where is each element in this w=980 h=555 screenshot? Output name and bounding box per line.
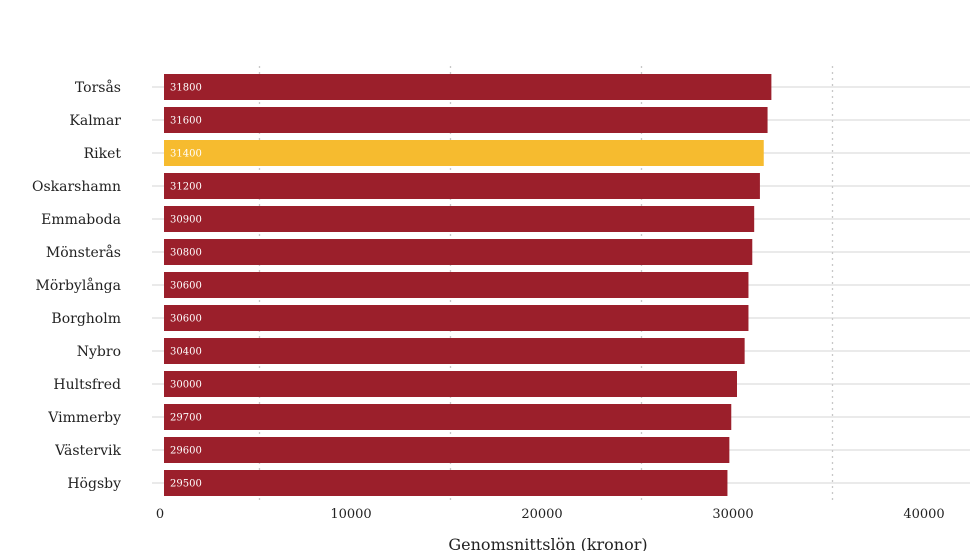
bar-value-label: 30600: [170, 314, 202, 325]
bar-value-label: 31600: [170, 116, 202, 127]
category-label: Hultsfred: [53, 377, 121, 393]
bar-v-stervik: [164, 437, 730, 463]
bar-value-label: 29700: [170, 413, 202, 424]
bar-hultsfred: [164, 371, 737, 397]
bar-nybro: [164, 338, 745, 364]
category-label: Västervik: [54, 443, 121, 459]
x-tick-labels-layer: 0 10000 20000 30000 40000: [156, 507, 945, 522]
x-tick-label: 0: [156, 507, 164, 522]
x-tick-label: 20000: [521, 507, 562, 522]
bar-vimmerby: [164, 404, 732, 430]
x-tick-label: 10000: [330, 507, 371, 522]
category-label: Oskarshamn: [32, 179, 121, 195]
category-label: Vimmerby: [47, 410, 121, 426]
bar-value-label: 30400: [170, 347, 202, 358]
data-labels-layer: 31800 31600 31400 31200 30900 30800 30600 30600…: [170, 83, 202, 490]
category-label: Kalmar: [69, 113, 121, 129]
bars-layer: [164, 74, 772, 496]
bar-m-nster-s: [164, 239, 753, 265]
category-label: Nybro: [77, 344, 121, 360]
bar-h-gsby: [164, 470, 728, 496]
category-label: Mönsterås: [46, 244, 121, 261]
bar-kalmar: [164, 107, 768, 133]
x-tick-label: 40000: [903, 507, 944, 522]
bar-value-label: 31400: [170, 149, 202, 160]
bar-m-rbyl-nga: [164, 272, 749, 298]
category-labels-layer: Torsås Kalmar Riket Oskarshamn Emmaboda Mönst…: [32, 79, 122, 492]
bar-value-label: 30900: [170, 215, 202, 226]
category-label: Torsås: [75, 79, 121, 96]
bar-borgholm: [164, 305, 749, 331]
category-label: Emmaboda: [41, 212, 121, 228]
bar-value-label: 30000: [170, 380, 202, 391]
bar-oskarshamn: [164, 173, 760, 199]
bar-emmaboda: [164, 206, 755, 232]
bar-value-label: 30600: [170, 281, 202, 292]
category-label: Borgholm: [51, 311, 121, 327]
x-axis-title: Genomsnittslön (kronor): [448, 535, 647, 551]
bar-riket: [164, 140, 764, 166]
bar-value-label: 31200: [170, 182, 202, 193]
bar-value-label: 29600: [170, 446, 202, 457]
bar-value-label: 30800: [170, 248, 202, 259]
category-label: Mörbylånga: [36, 277, 121, 294]
bar-tors-s: [164, 74, 772, 100]
category-label: Högsby: [67, 476, 121, 492]
bar-value-label: 29500: [170, 479, 202, 490]
bar-value-label: 31800: [170, 83, 202, 94]
x-tick-label: 30000: [712, 507, 753, 522]
category-label: Riket: [84, 146, 122, 162]
